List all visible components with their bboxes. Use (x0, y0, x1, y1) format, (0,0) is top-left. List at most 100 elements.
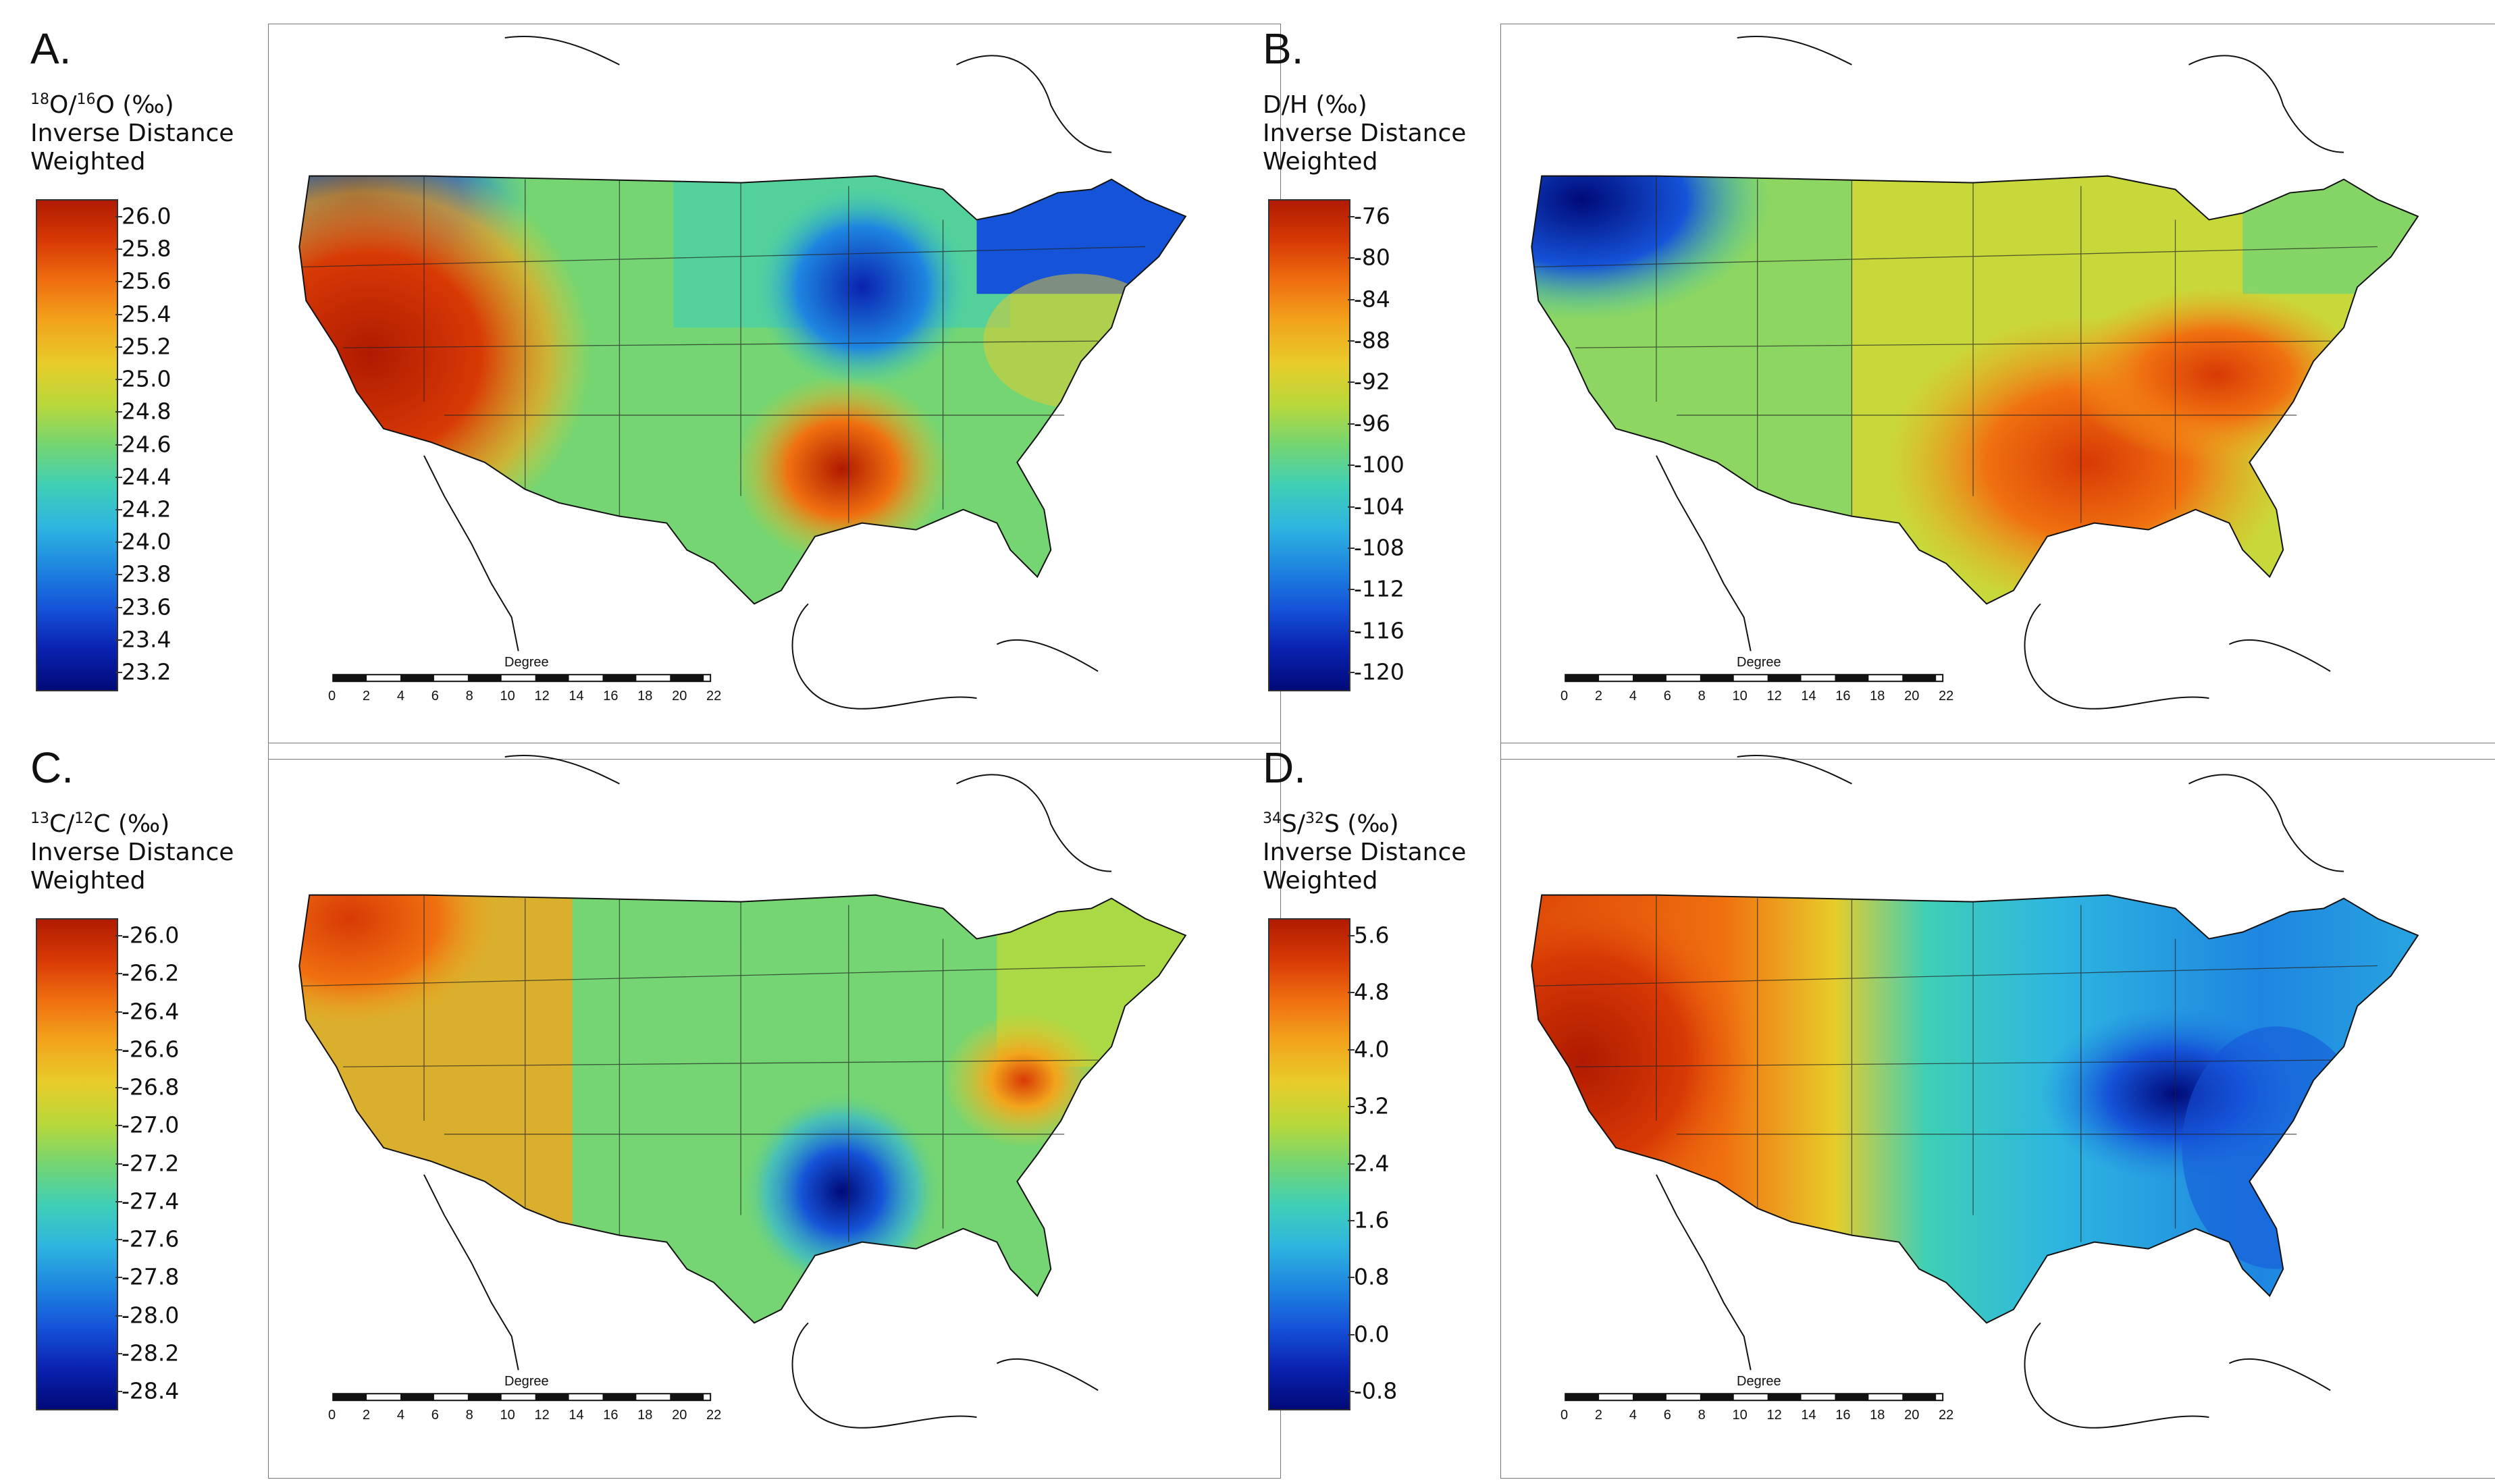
colorbar-tick-label: 3.2 (1354, 1092, 1390, 1119)
colorbar-tick-label: 5.6 (1354, 922, 1390, 949)
scale-label: 0 (328, 689, 336, 704)
scale-label: 10 (1732, 689, 1748, 704)
colorbar-tick-mark (1348, 630, 1355, 632)
colorbar-tick-mark (115, 574, 122, 576)
colorbar-tick-mark (115, 411, 122, 413)
scale-label: 20 (672, 1408, 687, 1423)
colorbar-tick-mark (115, 216, 122, 217)
colorbar-tick-mark (1348, 465, 1355, 467)
scale-label: 8 (465, 1408, 473, 1423)
colorbar-tick-mark (115, 1315, 122, 1317)
colorbar-tick-mark (115, 606, 122, 608)
colorbar-tick-label: -28.0 (122, 1302, 180, 1328)
colorbar-tick-mark (115, 444, 122, 446)
colorbar-tick-label: -76 (1354, 203, 1390, 230)
colorbar-tick-label: -112 (1354, 575, 1404, 602)
colorbar-tick-mark (1348, 1106, 1355, 1108)
colorbar-tick-mark (115, 1200, 122, 1202)
scale-label: 2 (1594, 1408, 1603, 1423)
colorbar-tick-mark (115, 1049, 122, 1051)
scale-labels: 0 2 4 6 8 10 12 14 16 18 20 22 (1560, 689, 1953, 705)
colorbar-tick-mark (115, 1087, 122, 1088)
scale-labels: 0 2 4 6 8 10 12 14 16 18 20 22 (328, 1408, 721, 1424)
map-frame: Degree 0 2 4 6 8 10 12 14 16 18 20 22 (1500, 743, 2495, 1479)
scale-label: 0 (328, 1408, 336, 1423)
scale-label: 2 (362, 1408, 371, 1423)
panel-c: C. 13C/12C (‰) Inverse Distance Weighted… (30, 743, 1281, 1479)
scale-label: 22 (1939, 1408, 1954, 1423)
colorbar-tick-label: 23.8 (122, 560, 172, 587)
scale-label: 4 (1629, 1408, 1637, 1423)
colorbar-tick-mark (115, 639, 122, 641)
scale-label: 20 (1904, 689, 1920, 704)
scale-label: 4 (396, 689, 404, 704)
colorbar-tick-label: -104 (1354, 493, 1404, 520)
map-us (268, 743, 1281, 1479)
scale-label: 18 (1870, 689, 1885, 704)
scale-bar (1565, 1393, 1944, 1402)
colorbar-tick-mark (1348, 1049, 1355, 1051)
colorbar-tick-mark (115, 476, 122, 478)
colorbar-tick-mark (115, 541, 122, 544)
scale-label: 14 (1801, 1408, 1816, 1423)
scale-label: 16 (603, 1408, 619, 1423)
scale-labels: 0 2 4 6 8 10 12 14 16 18 20 22 (328, 689, 721, 705)
map-us (268, 24, 1281, 760)
colorbar-tick-label: -120 (1354, 658, 1404, 685)
colorbar (36, 199, 118, 691)
colorbar-tick-label: 24.8 (122, 398, 172, 425)
colorbar-tick-mark (1348, 381, 1355, 383)
colorbar-tick-mark (115, 1352, 122, 1354)
colorbar-tick-label: 25.0 (122, 365, 172, 392)
panel-a: A. 18O/16O (‰) Inverse Distance Weighted… (30, 24, 1281, 760)
colorbar-tick-label: -28.2 (122, 1340, 180, 1367)
colorbar-tick-label: 24.4 (122, 463, 172, 490)
colorbar-tick-label: 24.2 (122, 496, 172, 523)
colorbar-tick-label: -100 (1354, 451, 1404, 478)
scale-bar (332, 674, 712, 683)
colorbar-tick-label: -108 (1354, 534, 1404, 561)
colorbar-tick-label: 0.8 (1354, 1263, 1390, 1290)
colorbar-tick-mark (1348, 216, 1355, 217)
colorbar-tick-label: -84 (1354, 286, 1390, 313)
colorbar-tick-label: -27.8 (122, 1263, 180, 1290)
scale-label: 6 (1663, 689, 1671, 704)
scale-label: 10 (500, 689, 515, 704)
colorbar-tick-label: 25.6 (122, 267, 172, 294)
scale-label: 6 (431, 1408, 439, 1423)
colorbar-tick-label: 24.6 (122, 431, 172, 457)
colorbar-tick-label: 25.8 (122, 235, 172, 262)
colorbar-tick-mark (115, 379, 122, 381)
colorbar-tick-mark (115, 1011, 122, 1013)
legend-title: D/H (‰) Inverse Distance Weighted (1263, 91, 1467, 176)
colorbar (1268, 918, 1350, 1410)
scale-bar (1565, 674, 1944, 683)
scale-label: 0 (1560, 1408, 1569, 1423)
colorbar-tick-mark (115, 935, 122, 936)
colorbar-tick-label: -26.4 (122, 998, 180, 1024)
scale-label: 14 (569, 1408, 584, 1423)
colorbar-tick-label: -116 (1354, 617, 1404, 644)
scale-bar (332, 1393, 712, 1402)
scale-label: 4 (1629, 689, 1637, 704)
panel-letter: D. (1263, 743, 1306, 792)
scale-label: 6 (431, 689, 439, 704)
scale-title: Degree (504, 1374, 549, 1389)
colorbar-tick-label: 4.8 (1354, 978, 1390, 1005)
scale-label: 20 (1904, 1408, 1920, 1423)
scale-labels: 0 2 4 6 8 10 12 14 16 18 20 22 (1560, 1408, 1953, 1424)
scale-label: 10 (500, 1408, 515, 1423)
scale-title: Degree (504, 655, 549, 670)
colorbar-tick-label: -88 (1354, 327, 1390, 354)
scale-label: 22 (1939, 689, 1954, 704)
colorbar-tick-label: -80 (1354, 244, 1390, 271)
scale-label: 18 (1870, 1408, 1885, 1423)
legend-title: 34S/32S (‰) Inverse Distance Weighted (1263, 810, 1467, 895)
panel-letter: B. (1263, 24, 1304, 73)
colorbar-tick-label: 26.0 (122, 203, 172, 230)
colorbar-tick-mark (115, 313, 122, 315)
colorbar-tick-mark (115, 248, 122, 250)
scale-label: 6 (1663, 1408, 1671, 1423)
colorbar-tick-label: 4.0 (1354, 1036, 1390, 1063)
colorbar-tick-mark (115, 346, 122, 348)
